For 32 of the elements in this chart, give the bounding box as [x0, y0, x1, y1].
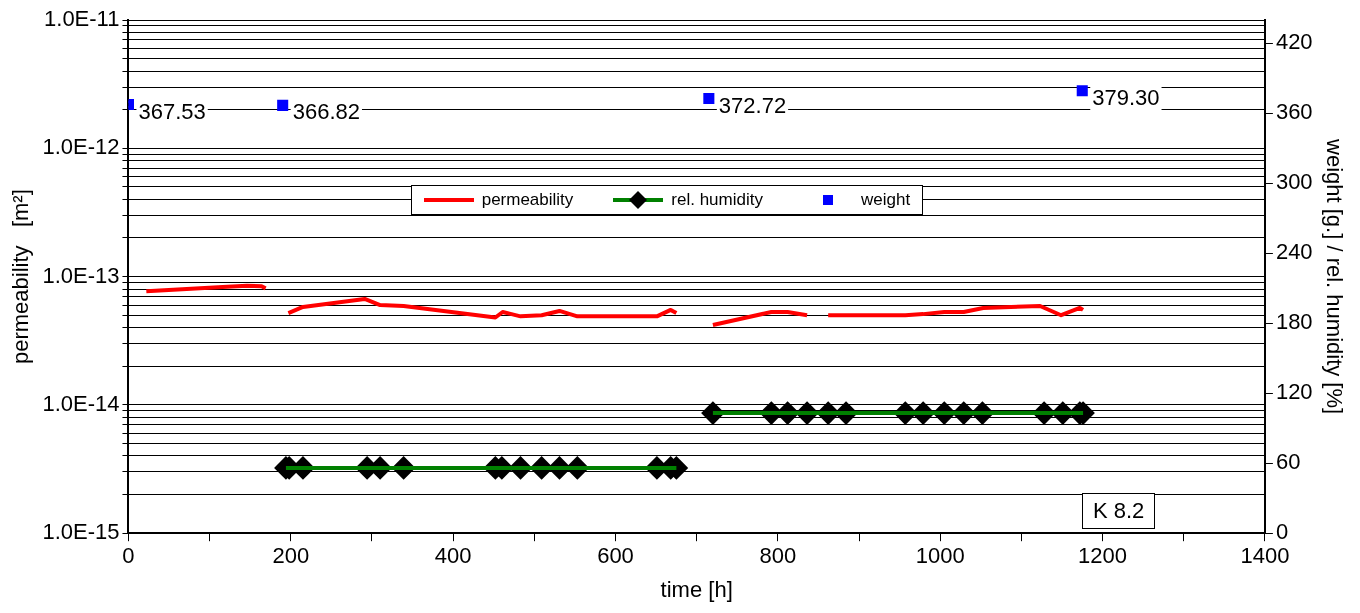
x-axis-title: time [h]	[660, 576, 733, 602]
y2-tick-label: 420	[1275, 29, 1313, 55]
y2-tick-label: 120	[1275, 379, 1313, 405]
annotation: K 8.2	[1081, 493, 1156, 530]
data-label: 379.30	[1092, 84, 1160, 110]
y-tick-label: 1.0E-11	[44, 6, 120, 32]
x-tick-label: 400	[434, 543, 472, 569]
y-tick-label: 1.0E-12	[42, 134, 120, 160]
y-tick-label: 1.0E-15	[42, 519, 120, 545]
x-tick-label: 200	[272, 543, 310, 569]
y2-tick-label: 180	[1275, 309, 1313, 335]
data-label: 367.53	[138, 98, 206, 124]
y-tick-label: 1.0E-13	[42, 262, 120, 288]
x-tick-label: 1200	[1078, 543, 1128, 569]
x-tick-label: 1000	[915, 543, 965, 569]
data-label: 372.72	[718, 92, 787, 118]
y2-tick-label: 60	[1275, 449, 1301, 475]
x-tick-label: 800	[759, 543, 797, 569]
y-tick-label: 1.0E-14	[42, 390, 120, 416]
legend-label: rel. humidity	[671, 190, 763, 210]
legend-label: weight	[860, 190, 911, 210]
y2-tick-label: 300	[1275, 169, 1313, 195]
y2-tick-label: 360	[1275, 99, 1313, 125]
x-tick-label: 600	[597, 543, 634, 569]
y2-axis-title: weight [g.] / rel. humidity [%]	[1321, 138, 1347, 415]
y2-tick-label: 0	[1275, 519, 1289, 545]
x-tick-label: 1400	[1240, 543, 1290, 569]
data-label: 366.82	[292, 99, 360, 125]
y2-tick-label: 240	[1275, 239, 1313, 265]
y-axis-title: permeability [m²]	[8, 189, 34, 365]
x-tick-label: 0	[122, 543, 135, 569]
legend-label: permeability	[481, 190, 574, 210]
